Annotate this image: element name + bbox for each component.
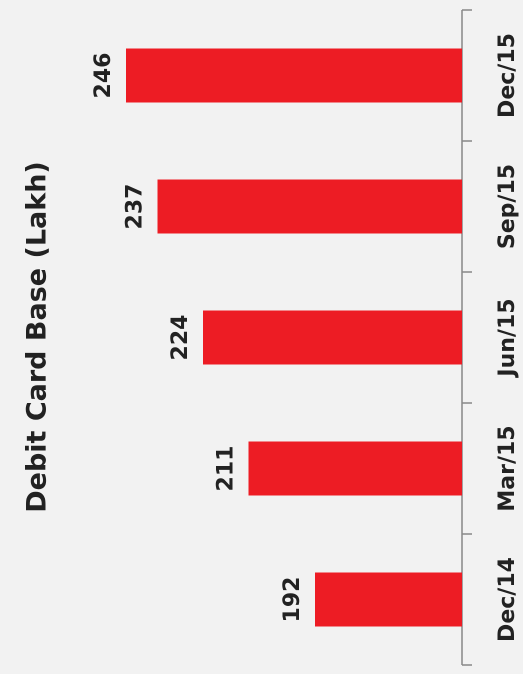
bar [248,441,462,496]
x-tick-label: Mar/15 [495,425,520,511]
bar [203,310,462,365]
x-tick-label: Dec/14 [495,557,520,642]
bar [315,572,462,627]
value-label: 237 [123,184,148,230]
bar [157,179,462,234]
bar [126,48,462,103]
x-tick-label: Dec/15 [495,33,520,118]
chart-title: Debit Card Base (Lakh) [22,161,53,513]
x-tick-label: Jun/15 [495,298,520,378]
value-label: 192 [280,577,305,623]
x-tick-label: Sep/15 [495,164,520,249]
value-label: 211 [214,446,239,492]
value-label: 246 [91,53,116,99]
value-label: 224 [168,315,193,361]
